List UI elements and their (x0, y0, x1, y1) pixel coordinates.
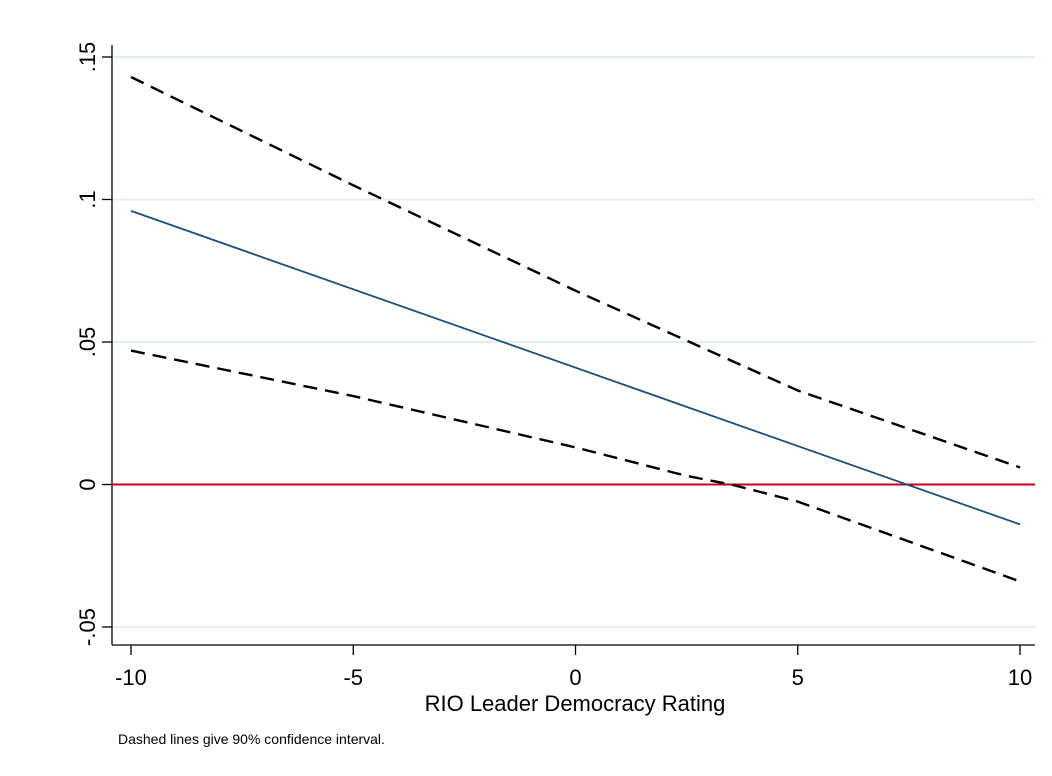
series-layer (112, 75, 1035, 583)
x-axis-label: RIO Leader Democracy Rating (425, 691, 726, 716)
chart-note: Dashed lines give 90% confidence interva… (118, 731, 385, 747)
y-tick-label-0: -.05 (75, 608, 100, 646)
ci-upper-line (130, 75, 1021, 469)
y-tick-label-1: 0 (75, 478, 100, 490)
x-tick-label-3: 5 (792, 665, 804, 690)
y-tick-label-3: .1 (75, 190, 100, 208)
ci-lower-line (130, 349, 1021, 583)
x-tick-label-4: 10 (1008, 665, 1032, 690)
x-tick-label-1: -5 (343, 665, 363, 690)
axes-layer (111, 45, 1035, 646)
grid-layer (112, 56, 1035, 628)
ticks-layer: -.05 0 .05 .1 .15 -10 -5 0 5 10 (75, 42, 1032, 690)
y-tick-label-4: .15 (75, 42, 100, 73)
x-tick-label-2: 0 (569, 665, 581, 690)
estimate-line (130, 210, 1021, 526)
y-tick-label-2: .05 (75, 327, 100, 358)
x-tick-label-0: -10 (115, 665, 147, 690)
